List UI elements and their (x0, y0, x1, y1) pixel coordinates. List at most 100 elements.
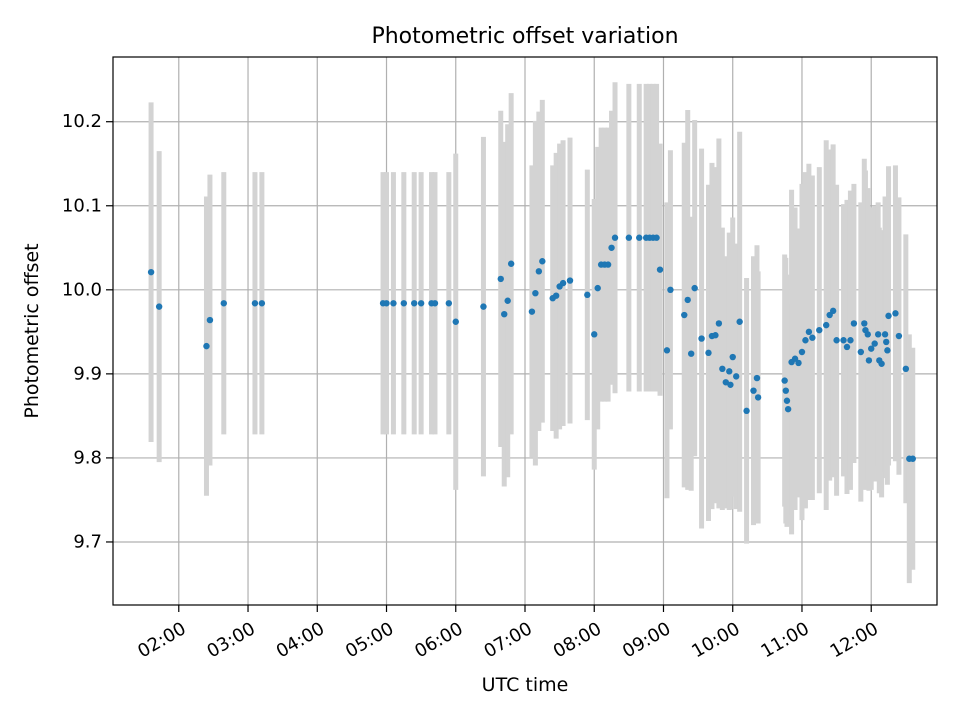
data-point (864, 331, 871, 338)
data-point (874, 331, 882, 338)
data-point (715, 320, 723, 327)
data-point (902, 365, 910, 373)
data-point (823, 321, 830, 329)
data-point (743, 407, 750, 415)
data-point (559, 279, 567, 287)
data-point (826, 311, 833, 319)
data-point (552, 292, 560, 299)
data-point (220, 300, 227, 307)
data-point (539, 258, 546, 265)
data-point (850, 320, 858, 327)
data-point (833, 337, 840, 344)
data-point (504, 297, 511, 304)
data-point (847, 337, 854, 344)
data-point (816, 326, 823, 334)
data-point (480, 303, 487, 310)
data-point (591, 331, 598, 338)
y-tick-label: 10.2 (62, 111, 102, 132)
data-point (691, 284, 698, 292)
data-point (892, 310, 899, 317)
data-point (857, 348, 865, 356)
data-point (868, 345, 875, 352)
data-point (784, 405, 792, 413)
data-point (147, 268, 155, 276)
data-point (805, 328, 813, 336)
data-point (390, 300, 397, 307)
data-point (865, 357, 873, 364)
data-point (781, 377, 788, 384)
data-point (732, 373, 740, 380)
data-point (750, 387, 757, 394)
data-point (611, 234, 619, 241)
data-point (681, 311, 688, 319)
chart-title: Photometric offset variation (371, 24, 678, 49)
data-point (798, 348, 806, 356)
data-point (729, 353, 736, 361)
data-point (636, 234, 643, 241)
y-tick-label: 9.8 (73, 447, 102, 468)
data-point (795, 359, 802, 367)
data-point (684, 296, 691, 304)
data-point (452, 318, 459, 325)
data-point (604, 261, 612, 268)
data-point (705, 349, 712, 357)
data-point (258, 300, 266, 307)
data-point (802, 337, 809, 344)
data-points (147, 234, 916, 462)
data-point (754, 394, 762, 401)
data-point (719, 365, 726, 373)
data-point (809, 334, 816, 341)
data-point (431, 300, 439, 307)
data-point (417, 300, 425, 307)
data-point (535, 268, 543, 275)
data-point (501, 310, 508, 318)
data-point (712, 332, 719, 339)
data-point (736, 318, 743, 325)
data-point (885, 312, 892, 320)
data-point (883, 338, 890, 346)
data-point (206, 316, 214, 324)
data-point (663, 347, 671, 354)
data-point (884, 347, 891, 354)
data-point (871, 340, 878, 347)
y-tick-label: 9.7 (73, 531, 102, 552)
data-point (608, 244, 615, 251)
data-point (653, 234, 660, 241)
data-point (861, 320, 868, 327)
y-axis-label: Photometric offset (21, 243, 43, 418)
data-point (584, 291, 591, 299)
data-point (445, 300, 453, 307)
data-point (383, 300, 390, 307)
data-point (782, 387, 790, 394)
data-point (507, 260, 515, 267)
data-point (155, 303, 163, 310)
data-point (497, 275, 504, 283)
y-tick-label: 10.0 (62, 279, 102, 300)
y-tick-label: 9.9 (73, 363, 102, 384)
data-point (878, 360, 885, 367)
data-point (895, 332, 903, 340)
data-point (566, 277, 574, 284)
data-point (843, 343, 851, 351)
x-axis-label: UTC time (482, 674, 569, 696)
data-point (528, 308, 536, 315)
data-point (727, 381, 734, 388)
data-point (667, 286, 674, 294)
data-point (881, 331, 889, 338)
data-point (400, 300, 408, 307)
data-point (687, 350, 695, 357)
data-point (251, 300, 259, 307)
data-point (783, 397, 791, 404)
y-tick-label: 10.1 (62, 195, 102, 216)
data-point (625, 234, 633, 241)
data-point (411, 300, 418, 307)
data-point (753, 374, 761, 382)
data-point (594, 284, 601, 292)
data-point (532, 289, 539, 297)
data-point (909, 455, 916, 462)
data-point (840, 337, 847, 344)
data-point (656, 266, 664, 273)
y-axis-ticks: 9.7 9.8 9.9 10.0 10.1 10.2 (62, 111, 113, 552)
data-point (698, 335, 705, 342)
